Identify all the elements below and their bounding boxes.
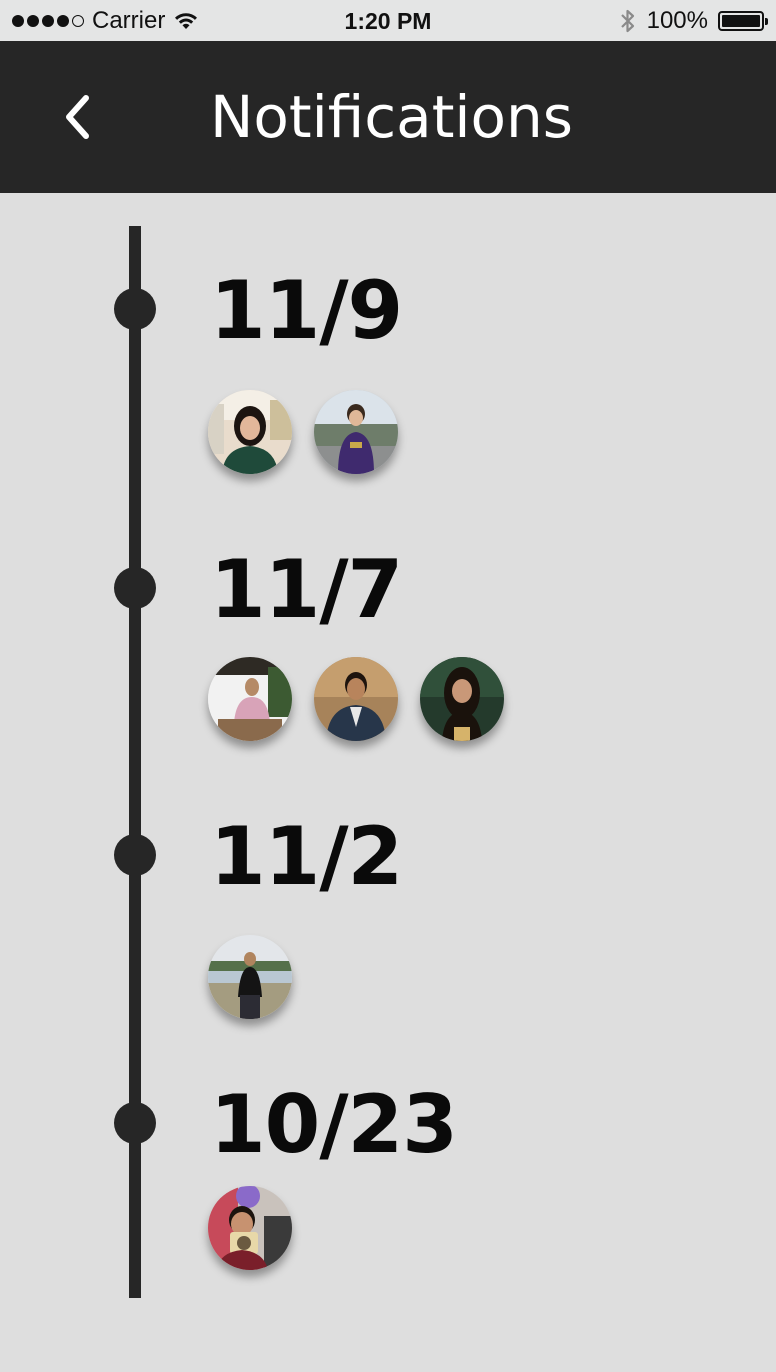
avatar-row (208, 390, 398, 474)
status-right: 100% (619, 6, 768, 36)
timeline-line (129, 226, 141, 1298)
avatar-row (208, 1186, 292, 1270)
carrier-name: Carrier (92, 7, 166, 34)
avatar-user-7[interactable] (208, 1186, 292, 1270)
timeline-node (114, 567, 156, 609)
avatar-user-5[interactable] (420, 657, 504, 741)
timeline-node (114, 1102, 156, 1144)
status-left: Carrier (12, 6, 199, 36)
avatar-user-6[interactable] (208, 935, 292, 1019)
bluetooth-icon (620, 9, 634, 33)
status-bar: Carrier 1:20 PM 100% (0, 0, 776, 41)
battery-percent: 100% (646, 7, 708, 34)
date-label: 11/2 (210, 810, 403, 903)
avatar-user-3[interactable] (208, 657, 292, 741)
timeline-node (114, 288, 156, 330)
wifi-icon (175, 13, 198, 29)
date-label: 11/7 (210, 543, 403, 636)
date-label: 11/9 (210, 264, 403, 357)
status-time: 1:20 PM (344, 8, 432, 34)
avatar-row (208, 935, 292, 1019)
navigation-header: Notifications (0, 41, 776, 193)
battery-fill (722, 15, 760, 27)
back-button[interactable] (40, 75, 114, 159)
avatar-user-2[interactable] (314, 390, 398, 474)
date-label: 10/23 (210, 1078, 458, 1171)
cellular-signal-icon (12, 15, 84, 27)
timeline-node (114, 834, 156, 876)
page-title: Notifications (210, 83, 574, 151)
chevron-left-icon (66, 95, 89, 139)
avatar-user-4[interactable] (314, 657, 398, 741)
avatar-row (208, 657, 504, 741)
battery-icon (718, 11, 768, 31)
avatar-user-1[interactable] (208, 390, 292, 474)
